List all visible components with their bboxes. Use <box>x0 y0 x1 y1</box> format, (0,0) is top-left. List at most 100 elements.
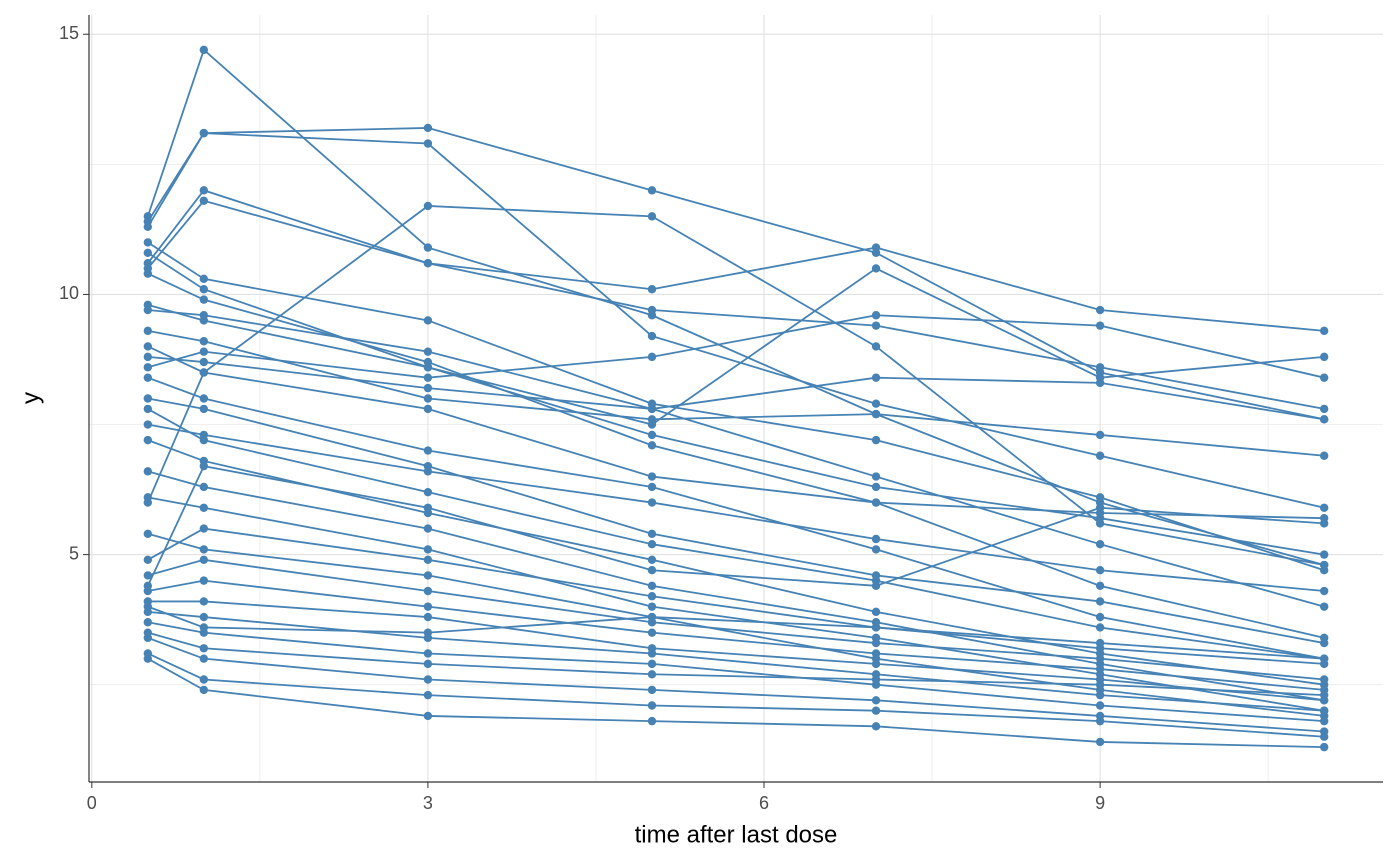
data-point <box>423 383 433 393</box>
data-point <box>199 196 209 205</box>
data-point <box>199 357 209 367</box>
data-point <box>1095 430 1105 440</box>
data-point <box>871 321 881 330</box>
data-point <box>143 269 153 278</box>
data-point <box>143 628 153 637</box>
series-line <box>147 132 1325 509</box>
data-point <box>647 212 657 221</box>
data-point <box>423 404 433 414</box>
data-point <box>143 363 153 372</box>
data-point <box>199 524 209 533</box>
data-point <box>647 602 657 611</box>
data-point <box>647 482 657 492</box>
data-point <box>423 487 433 497</box>
data-point <box>423 659 433 669</box>
series-group <box>143 45 1329 752</box>
data-point <box>143 326 153 336</box>
data-point <box>423 467 433 476</box>
data-point <box>871 373 881 382</box>
data-point <box>143 373 153 382</box>
data-point <box>199 654 209 663</box>
data-point <box>423 602 433 611</box>
data-point <box>1319 732 1329 741</box>
data-point <box>199 597 209 606</box>
x-tick-label: 6 <box>759 793 769 813</box>
data-point <box>871 482 881 492</box>
data-point <box>1095 581 1105 591</box>
data-point <box>871 649 881 658</box>
data-point <box>871 311 881 320</box>
data-point <box>143 404 153 414</box>
data-point <box>143 493 153 502</box>
data-point <box>423 628 433 637</box>
data-point <box>1319 415 1329 424</box>
data-point <box>1095 493 1105 502</box>
data-point <box>647 716 657 726</box>
data-point <box>647 670 657 679</box>
data-point <box>143 581 153 591</box>
y-tick-label: 15 <box>59 23 79 43</box>
data-point <box>1095 680 1105 689</box>
data-point <box>143 435 153 445</box>
data-point <box>1095 378 1105 388</box>
data-point <box>423 503 433 512</box>
y-tick-label: 5 <box>69 543 79 563</box>
data-point <box>199 461 209 471</box>
data-point <box>1319 373 1329 382</box>
data-point <box>423 524 433 533</box>
data-point <box>871 545 881 554</box>
data-point <box>199 337 209 346</box>
data-point <box>647 404 657 414</box>
data-point <box>871 581 881 591</box>
data-point <box>199 45 209 55</box>
data-point <box>143 602 153 611</box>
data-point <box>423 612 433 622</box>
data-point <box>143 222 153 231</box>
data-point <box>1095 638 1105 648</box>
data-point <box>423 446 433 455</box>
data-point <box>871 638 881 648</box>
data-point <box>871 498 881 507</box>
data-point <box>647 285 657 294</box>
data-point <box>1095 566 1105 575</box>
data-point <box>1095 737 1105 747</box>
data-point <box>1095 503 1105 512</box>
data-point <box>1095 701 1105 710</box>
data-point <box>199 285 209 294</box>
data-point <box>871 243 881 252</box>
data-point <box>143 238 153 247</box>
data-point <box>199 368 209 377</box>
data-point <box>143 248 153 258</box>
y-tick-label: 10 <box>59 283 79 303</box>
data-point <box>1095 623 1105 632</box>
data-point <box>871 534 881 544</box>
data-point <box>647 659 657 669</box>
data-point <box>423 711 433 721</box>
data-point <box>143 420 153 429</box>
data-point <box>1319 352 1329 362</box>
x-tick-label: 3 <box>423 793 433 813</box>
data-point <box>1319 742 1329 752</box>
data-point <box>199 295 209 304</box>
data-point <box>871 706 881 715</box>
data-point <box>199 186 209 195</box>
data-point <box>647 186 657 195</box>
data-point <box>871 435 881 445</box>
data-point <box>199 623 209 632</box>
data-point <box>199 545 209 554</box>
data-point <box>1319 675 1329 684</box>
data-point <box>1095 363 1105 372</box>
data-point <box>199 274 209 284</box>
data-point <box>871 607 881 617</box>
data-point <box>1319 586 1329 596</box>
data-point <box>647 529 657 538</box>
data-point <box>199 685 209 695</box>
data-point <box>143 352 153 362</box>
data-point <box>423 675 433 684</box>
data-point <box>423 586 433 596</box>
series-line <box>147 199 1325 410</box>
data-point <box>647 649 657 658</box>
y-axis-title: y <box>17 392 44 404</box>
data-point <box>1319 654 1329 663</box>
